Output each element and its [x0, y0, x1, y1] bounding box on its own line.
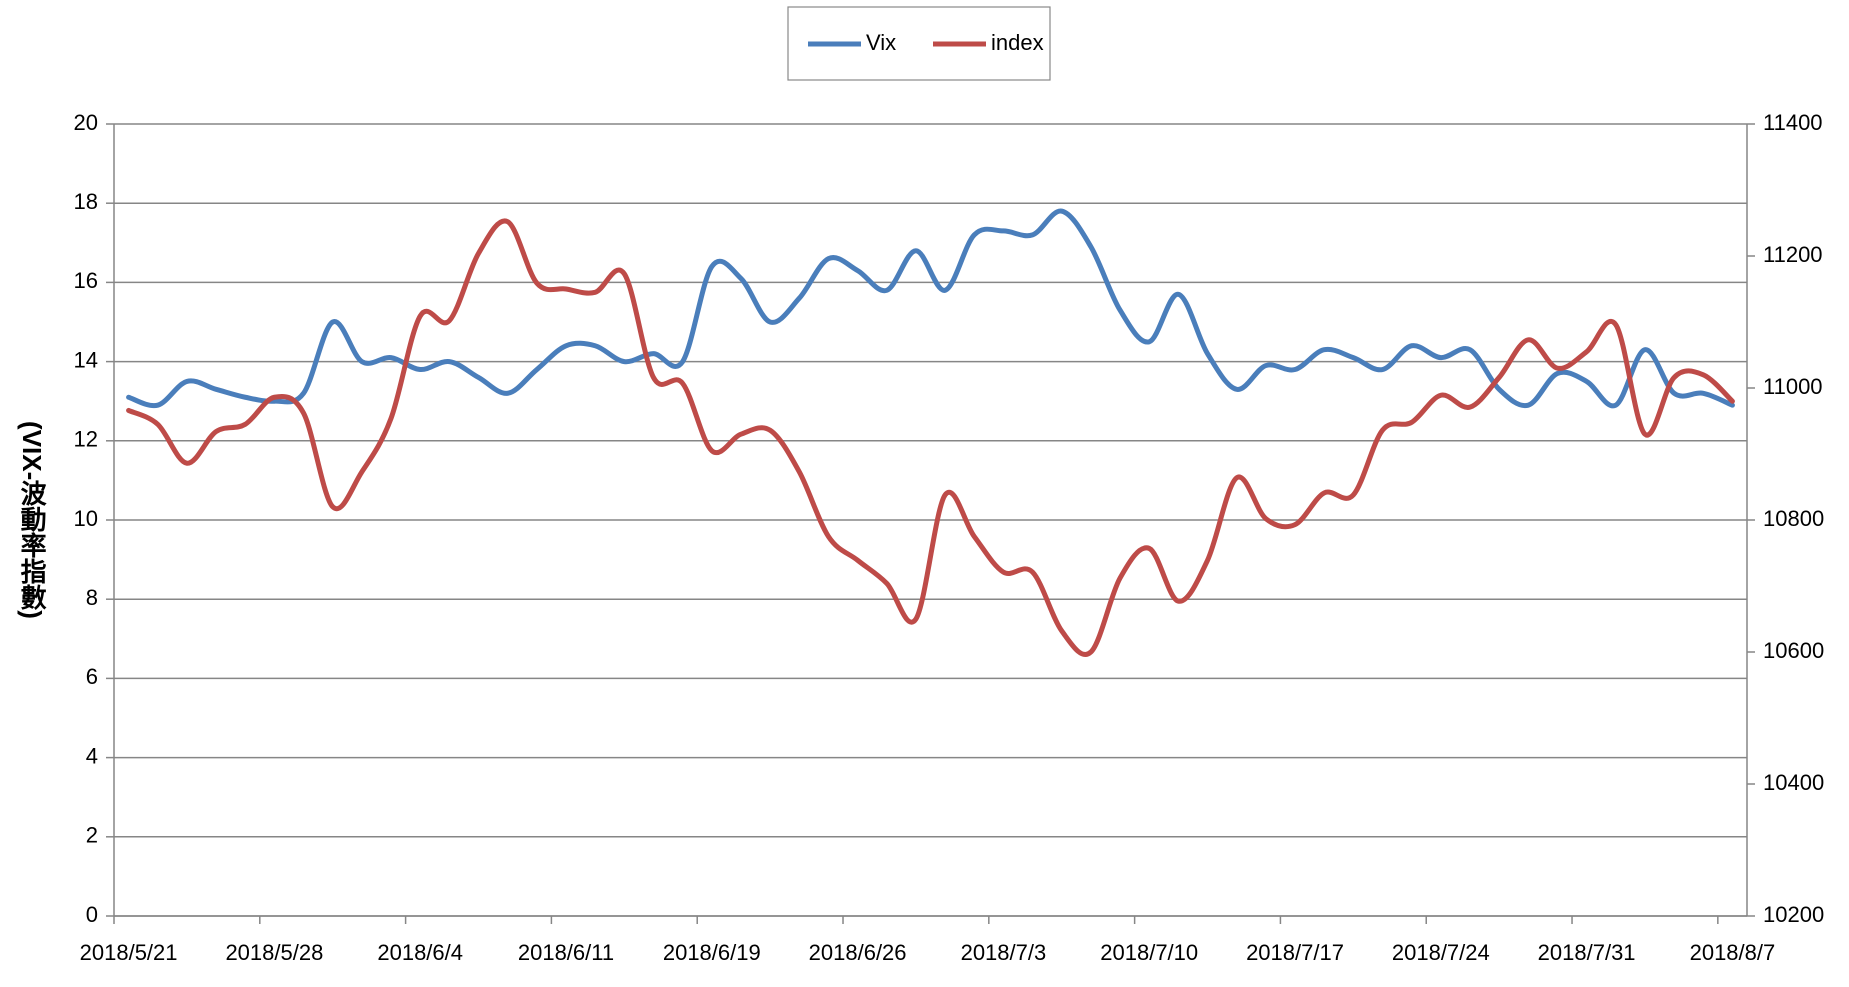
y-tick-label: 14 [74, 347, 98, 372]
legend-label: Vix [866, 30, 896, 55]
x-tick-label: 2018/6/26 [809, 940, 907, 965]
y-tick-label: 10 [74, 506, 98, 531]
x-tick-label: 2018/7/10 [1100, 940, 1198, 965]
y-tick-label: 8 [86, 585, 98, 610]
x-tick-label: 2018/5/21 [80, 940, 178, 965]
y-tick-label: 0 [86, 902, 98, 927]
x-tick-label: 2018/7/24 [1392, 940, 1490, 965]
x-tick-label: 2018/7/31 [1538, 940, 1636, 965]
x-tick-label: 2018/6/19 [663, 940, 761, 965]
y-tick-label: 20 [74, 110, 98, 135]
y2-tick-label: 11200 [1763, 242, 1823, 267]
x-tick-label: 2018/7/3 [961, 940, 1047, 965]
y-tick-label: 2 [86, 823, 98, 848]
y2-tick-label: 11400 [1763, 110, 1823, 135]
y2-tick-label: 10800 [1763, 506, 1824, 531]
y-tick-label: 4 [86, 743, 98, 768]
y2-tick-label: 10200 [1763, 902, 1824, 927]
series-line [126, 218, 1735, 657]
x-tick-label: 2018/7/17 [1246, 940, 1344, 965]
x-tick-label: 2018/5/28 [225, 940, 323, 965]
y-tick-label: 6 [86, 664, 98, 689]
y-tick-label: 18 [74, 189, 98, 214]
y-axis-label: (VIX-波動率指數) [17, 421, 47, 619]
x-tick-label: 2018/6/4 [377, 940, 463, 965]
y2-tick-label: 10400 [1763, 770, 1824, 795]
y-tick-label: 16 [74, 268, 98, 293]
series-line [126, 208, 1735, 409]
x-tick-label: 2018/8/7 [1690, 940, 1776, 965]
y-tick-label: 12 [74, 427, 98, 452]
y2-tick-label: 10600 [1763, 638, 1824, 663]
legend-label: index [991, 30, 1044, 55]
y2-tick-label: 11000 [1763, 374, 1823, 399]
x-tick-label: 2018/6/11 [518, 940, 614, 965]
